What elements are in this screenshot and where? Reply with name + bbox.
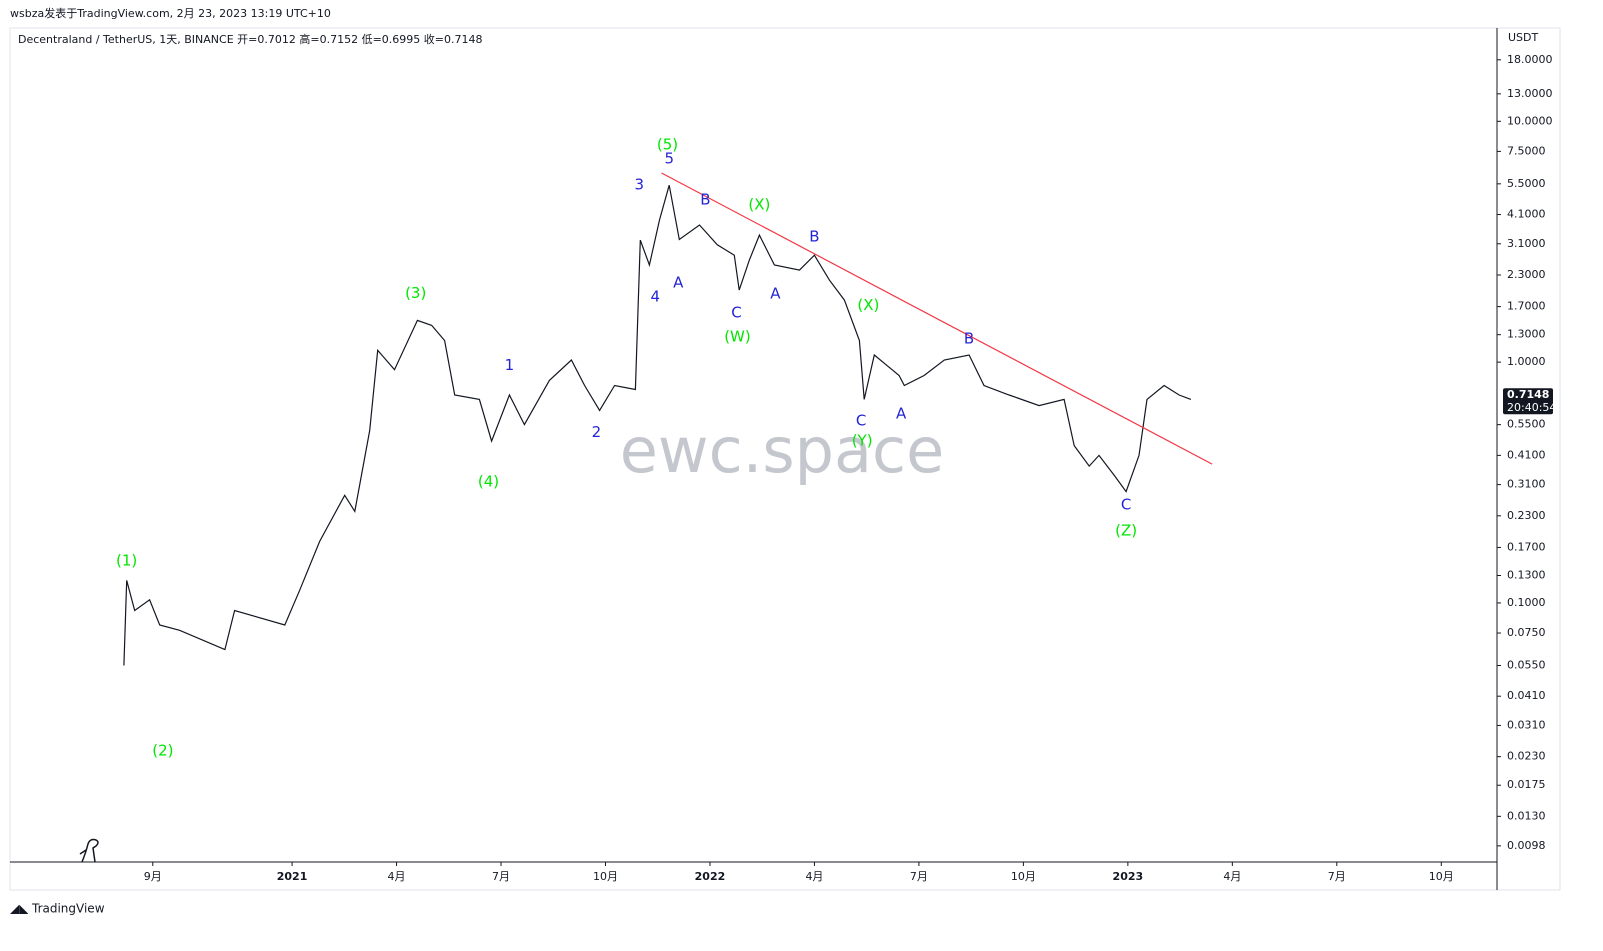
x-tick-label: 10月 [593,870,618,883]
wave-label: (4) [478,472,499,490]
x-tick-label: 2023 [1113,870,1144,883]
y-tick-label: 10.0000 [1507,114,1553,127]
y-tick-label: 0.0550 [1507,658,1546,671]
price-line [123,185,1192,666]
wave-label: C [856,411,866,429]
wave-label: (5) [657,136,678,154]
y-tick-label: 5.5000 [1507,177,1546,190]
y-tick-label: 0.0098 [1507,839,1546,852]
y-tick-label: 18.0000 [1507,53,1553,66]
y-tick-label: 0.1700 [1507,540,1546,553]
wave-label: 3 [635,176,645,194]
x-tick-label: 7月 [910,870,928,883]
wave-label: B [809,228,819,246]
currency: USDT [1508,31,1539,44]
y-tick-label: 1.7000 [1507,300,1546,313]
logo-icon [79,838,99,863]
y-tick-label: 0.4100 [1507,448,1546,461]
wave-label: A [673,274,684,292]
x-tick-label: 10月 [1011,870,1036,883]
publish-info: wsbza发表于TradingView.com, 2月 23, 2023 13:… [10,6,331,20]
x-tick-label: 10月 [1429,870,1454,883]
y-tick-label: 4.1000 [1507,208,1546,221]
wave-label: 4 [651,288,661,306]
x-tick-label: 4月 [805,870,823,883]
y-tick-label: 0.3100 [1507,478,1546,491]
wave-label: A [896,404,907,422]
wave-label: (Y) [852,432,873,450]
y-tick-label: 0.1300 [1507,569,1546,582]
wave-label: 2 [592,423,602,441]
y-tick-label: 0.2300 [1507,509,1546,522]
wave-label: C [731,303,741,321]
countdown: 20:40:54 [1507,401,1556,414]
y-tick-label: 0.0410 [1507,689,1546,702]
x-tick-label: 7月 [492,870,510,883]
watermark: ewc.space [620,414,945,487]
y-tick-label: 0.1000 [1507,596,1546,609]
y-tick-label: 1.3000 [1507,328,1546,341]
wave-label: (2) [152,741,173,759]
x-tick-label: 9月 [144,870,162,883]
x-tick-label: 4月 [388,870,406,883]
wave-label: (W) [724,328,751,346]
footer-logo: ◢◣ [10,902,29,916]
x-tick-label: 2022 [695,870,726,883]
x-tick-label: 4月 [1223,870,1241,883]
y-tick-label: 7.5000 [1507,144,1546,157]
last-price-label: 0.7148 [1507,388,1549,401]
y-tick-label: 0.0230 [1507,750,1546,763]
wave-label: A [770,284,781,302]
wave-label: (3) [405,284,426,302]
wave-label: (1) [116,552,137,570]
x-tick-label: 2021 [277,870,308,883]
y-tick-label: 0.0175 [1507,778,1546,791]
last-price-box [1503,388,1553,415]
symbol-legend: Decentraland / TetherUS, 1天, BINANCE 开=0… [18,32,482,46]
footer-brand: TradingView [31,902,105,916]
y-tick-label: 2.3000 [1507,268,1546,281]
y-tick-label: 0.0310 [1507,718,1546,731]
y-tick-label: 1.0000 [1507,355,1546,368]
frame [9,27,1561,891]
wave-label: B [964,329,974,347]
wave-label: 1 [505,356,515,374]
trendline [661,172,1213,465]
wave-label: (Z) [1115,521,1137,539]
wave-label: C [1121,496,1131,514]
wave-label: B [700,191,710,209]
y-tick-label: 13.0000 [1507,87,1553,100]
y-tick-label: 3.1000 [1507,237,1546,250]
y-tick-label: 0.5500 [1507,418,1546,431]
wave-label: (X) [857,296,879,314]
y-tick-label: 0.0130 [1507,809,1546,822]
wave-label: 5 [664,150,674,168]
y-tick-label: 0.0750 [1507,626,1546,639]
wave-label: (X) [748,196,770,214]
x-tick-label: 7月 [1328,870,1346,883]
